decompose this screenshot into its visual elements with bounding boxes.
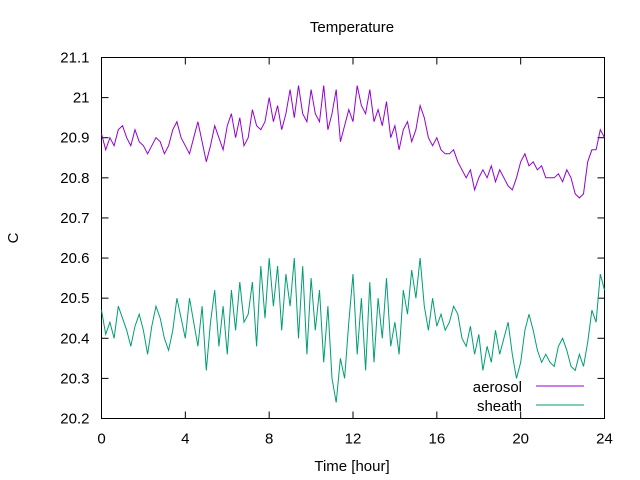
y-tick-label: 21	[73, 90, 90, 107]
legend-entry-aerosol: aerosol	[473, 379, 584, 396]
x-tick-label: 20	[512, 431, 529, 448]
y-tick-label: 20.5	[60, 290, 89, 307]
series-line-aerosol	[101, 85, 605, 199]
y-tick-label: 21.1	[60, 50, 89, 67]
y-axis-label: C	[5, 232, 22, 243]
plot-frame	[101, 57, 605, 419]
legend-entry-sheath: sheath	[477, 398, 584, 415]
x-axis-label: Time [hour]	[314, 458, 389, 475]
legend: aerosol sheath	[473, 379, 584, 415]
y-tick-label: 20.7	[60, 210, 89, 227]
x-tick-label: 16	[428, 431, 445, 448]
y-tick-label: 20.9	[60, 130, 89, 147]
series-lines	[101, 85, 605, 403]
y-tick-label: 20.4	[60, 330, 89, 347]
x-tick-label: 4	[181, 431, 189, 448]
y-tick-label: 20.2	[60, 411, 89, 428]
y-tick-label: 20.6	[60, 250, 89, 267]
x-tick-label: 0	[97, 431, 105, 448]
x-tick-label: 24	[596, 431, 613, 448]
legend-label-aerosol: aerosol	[473, 379, 522, 396]
x-axis: 0 4 8 12 16 20 24	[97, 57, 613, 448]
y-tick-label: 20.8	[60, 170, 89, 187]
legend-label-sheath: sheath	[477, 398, 522, 415]
y-tick-label: 20.3	[60, 370, 89, 387]
x-tick-label: 12	[345, 431, 362, 448]
chart-title: Temperature	[310, 19, 394, 36]
y-axis: 20.2 20.3 20.4 20.5 20.6 20.7 20.8 20.9 21 21.1	[60, 50, 605, 428]
series-line-sheath	[101, 258, 605, 403]
x-tick-label: 8	[265, 431, 273, 448]
